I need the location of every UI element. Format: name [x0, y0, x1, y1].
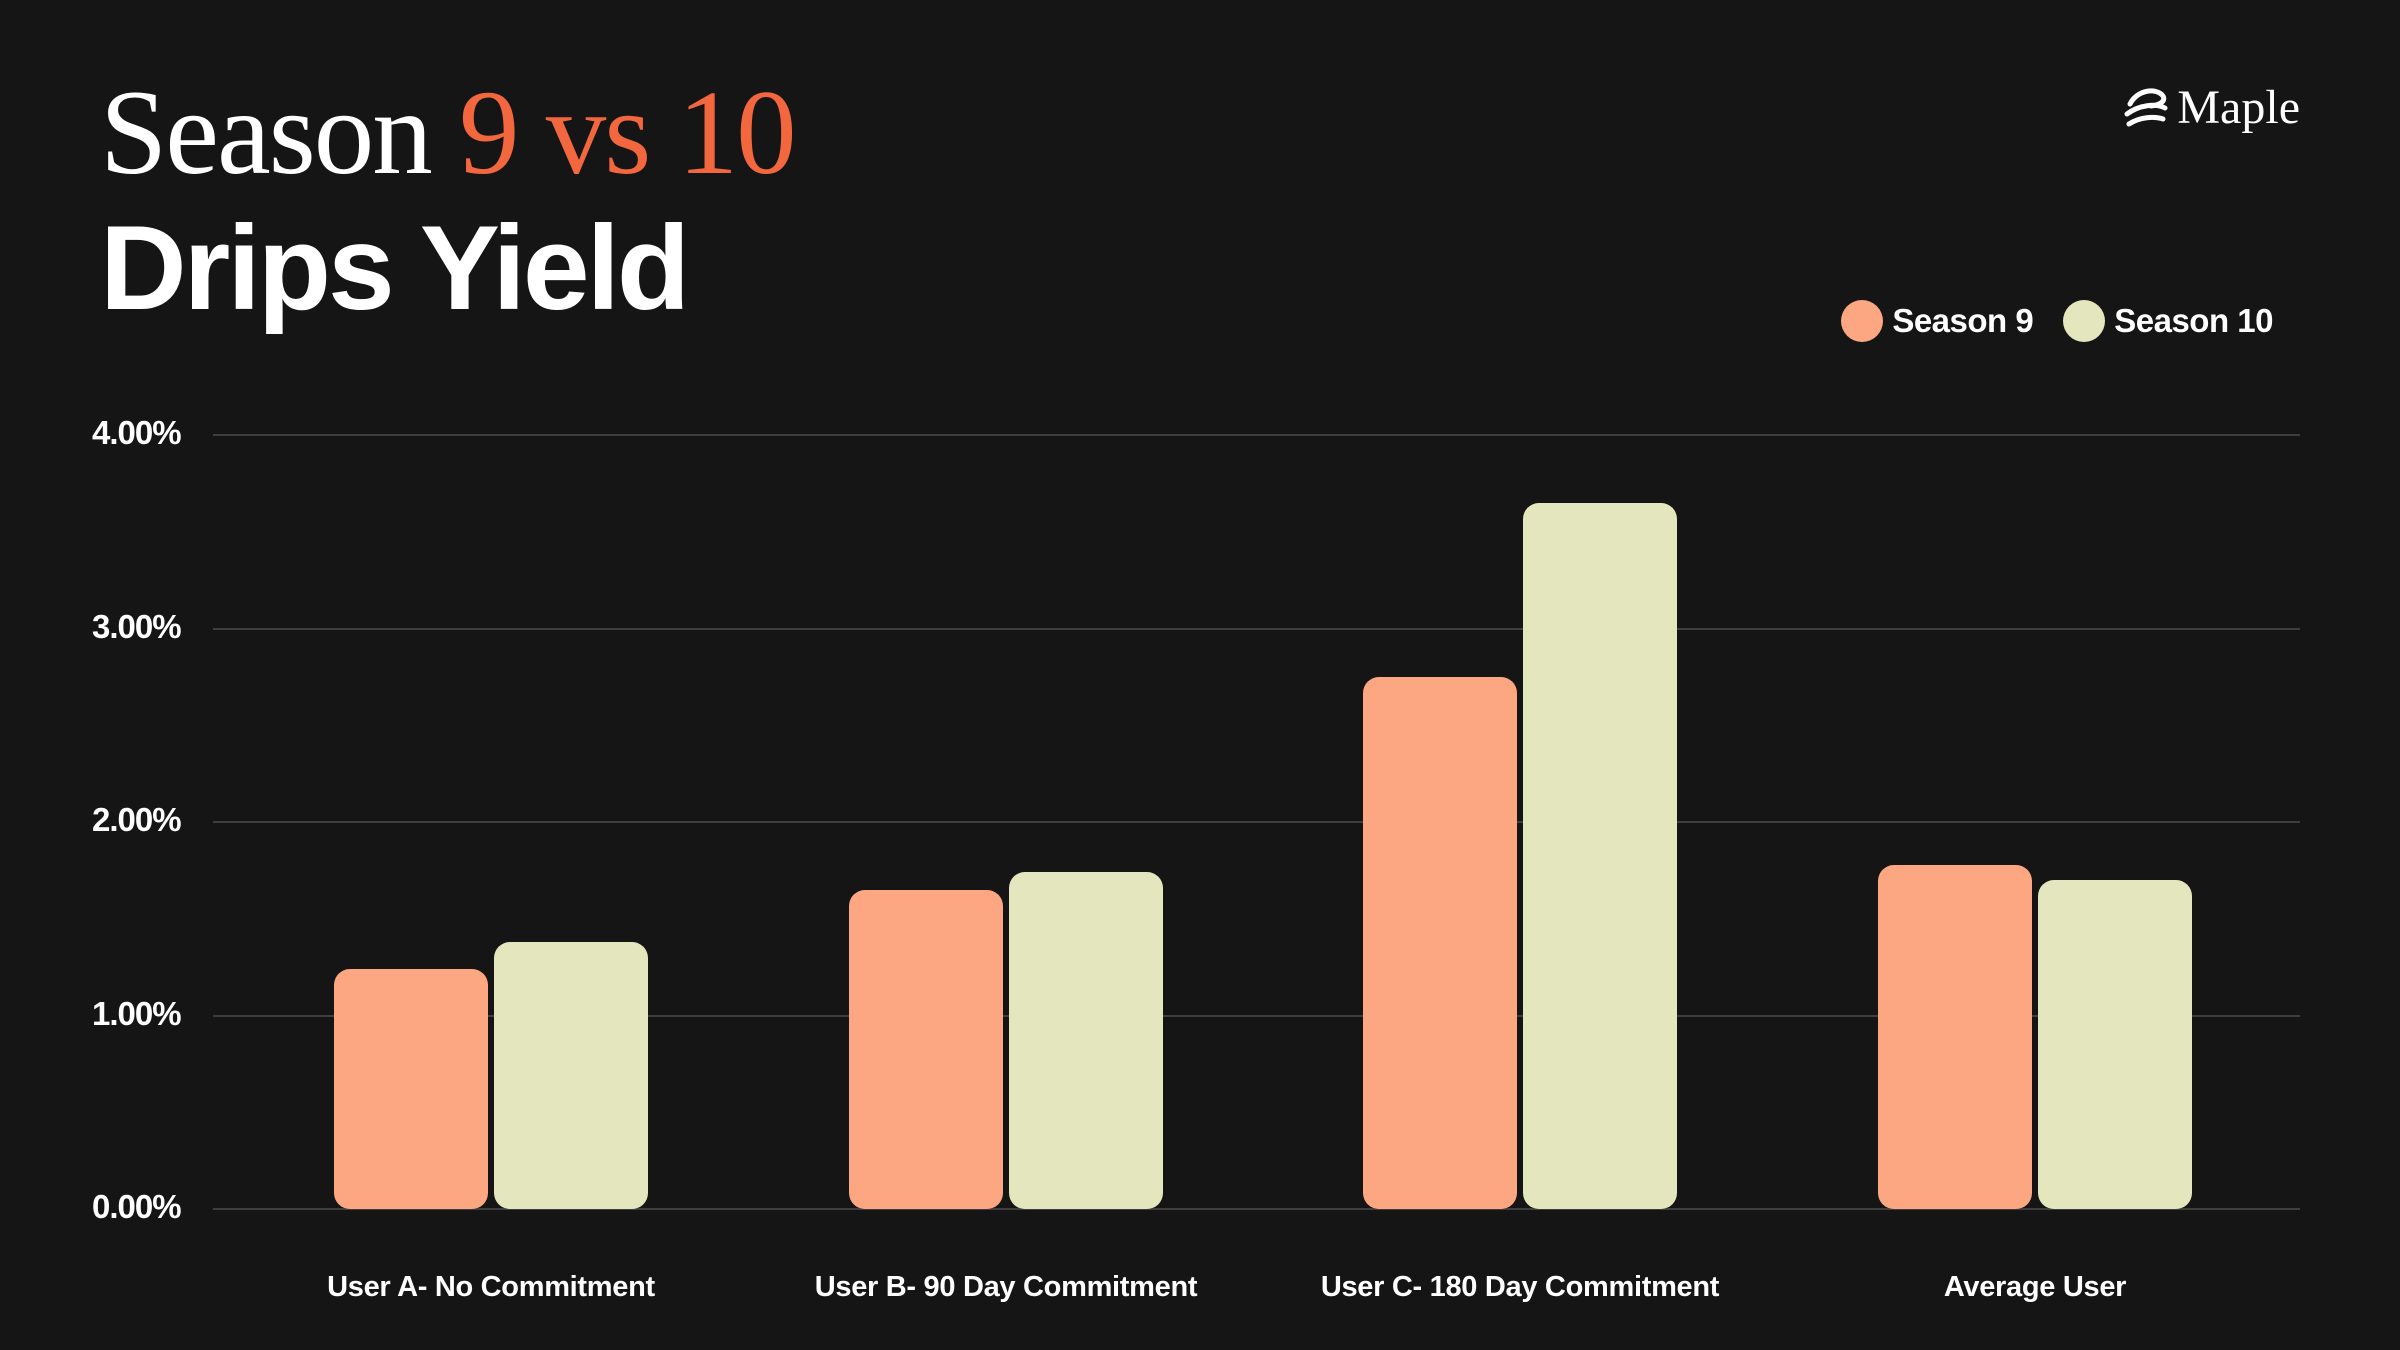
gridline-2-00 [213, 821, 2300, 823]
maple-logo-wordmark: Maple [2177, 81, 2300, 134]
legend-dot-season-10 [2063, 300, 2106, 342]
bar-season-9-user-a-no-commitment [334, 969, 488, 1209]
bar-season-9-user-b-90-day-commitment [849, 889, 1003, 1209]
title-line-1: Season 9 vs 10 [100, 73, 797, 194]
title-season-numbers: 9 vs 10 [459, 66, 797, 200]
y-axis-tick-2-00: 2.00% [92, 801, 182, 838]
legend-label-season-10: Season 10 [2114, 302, 2273, 339]
x-axis-label-user-a-no-commitment: User A- No Commitment [327, 1271, 655, 1303]
legend-dot-season-9 [1841, 300, 1884, 342]
y-axis-tick-0-00: 0.00% [92, 1188, 182, 1225]
bar-season-10-user-c-180-day-commitment [1523, 502, 1677, 1209]
gridline-4-00 [213, 434, 2300, 436]
title-word-season: Season [100, 66, 433, 200]
y-axis-tick-3-00: 3.00% [92, 607, 182, 645]
y-axis-tick-4-00: 4.00% [92, 414, 182, 451]
maple-logo: Maple [2120, 80, 2300, 135]
x-axis-label-user-c-180-day-commitment: User C- 180 Day Commitment [1320, 1271, 1720, 1303]
legend-item-season-9: Season 9 [1841, 300, 2034, 342]
bar-season-9-average-user [1878, 864, 2032, 1209]
bar-season-10-average-user [2038, 880, 2192, 1209]
title-line-2: Drips Yield [100, 201, 690, 335]
legend-item-season-10: Season 10 [2063, 300, 2273, 342]
bar-season-9-user-c-180-day-commitment [1363, 676, 1517, 1209]
gridline-1-00 [213, 1014, 2300, 1017]
page-title: Season 9 vs 10 Drips Yield [100, 73, 797, 335]
x-axis-label-average-user: Average User [1943, 1271, 2127, 1303]
legend-label-season-9: Season 9 [1892, 302, 2034, 339]
x-axis-label-user-b-90-day-commitment: User B- 90 Day Commitment [814, 1271, 1198, 1303]
bar-season-10-user-a-no-commitment [494, 941, 648, 1209]
gridline-3-00 [213, 627, 2300, 630]
bar-season-10-user-b-90-day-commitment [1009, 872, 1163, 1209]
y-axis-tick-1-00: 1.00% [92, 994, 182, 1032]
chart-legend: Season 9 Season 10 [1841, 300, 2273, 342]
gridline-0-00 [213, 1208, 2300, 1210]
maple-swoosh-icon [2120, 83, 2170, 133]
